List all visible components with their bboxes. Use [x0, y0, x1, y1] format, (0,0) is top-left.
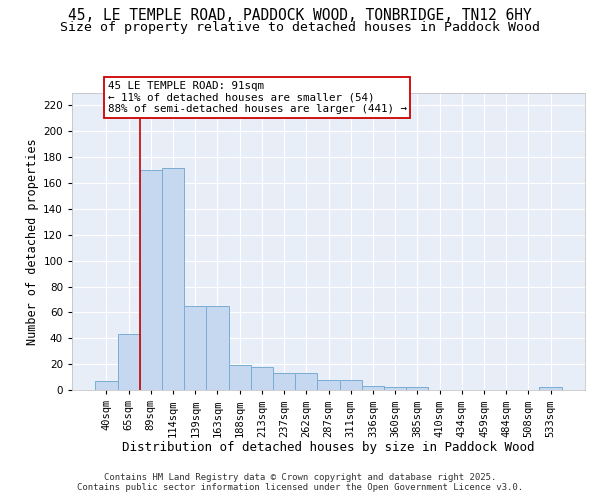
- Y-axis label: Number of detached properties: Number of detached properties: [26, 138, 39, 344]
- Bar: [406, 388, 428, 390]
- Bar: [162, 168, 184, 390]
- Bar: [273, 373, 295, 390]
- Bar: [184, 306, 206, 390]
- Bar: [539, 388, 562, 390]
- Bar: [362, 386, 384, 390]
- Bar: [140, 170, 162, 390]
- Bar: [384, 388, 406, 390]
- Text: Size of property relative to detached houses in Paddock Wood: Size of property relative to detached ho…: [60, 21, 540, 34]
- Bar: [229, 366, 251, 390]
- X-axis label: Distribution of detached houses by size in Paddock Wood: Distribution of detached houses by size …: [122, 440, 535, 454]
- Bar: [317, 380, 340, 390]
- Bar: [251, 366, 273, 390]
- Bar: [118, 334, 140, 390]
- Bar: [95, 381, 118, 390]
- Text: 45, LE TEMPLE ROAD, PADDOCK WOOD, TONBRIDGE, TN12 6HY: 45, LE TEMPLE ROAD, PADDOCK WOOD, TONBRI…: [68, 8, 532, 22]
- Bar: [206, 306, 229, 390]
- Bar: [295, 373, 317, 390]
- Text: Contains HM Land Registry data © Crown copyright and database right 2025.
Contai: Contains HM Land Registry data © Crown c…: [77, 473, 523, 492]
- Bar: [340, 380, 362, 390]
- Text: 45 LE TEMPLE ROAD: 91sqm
← 11% of detached houses are smaller (54)
88% of semi-d: 45 LE TEMPLE ROAD: 91sqm ← 11% of detach…: [107, 82, 407, 114]
